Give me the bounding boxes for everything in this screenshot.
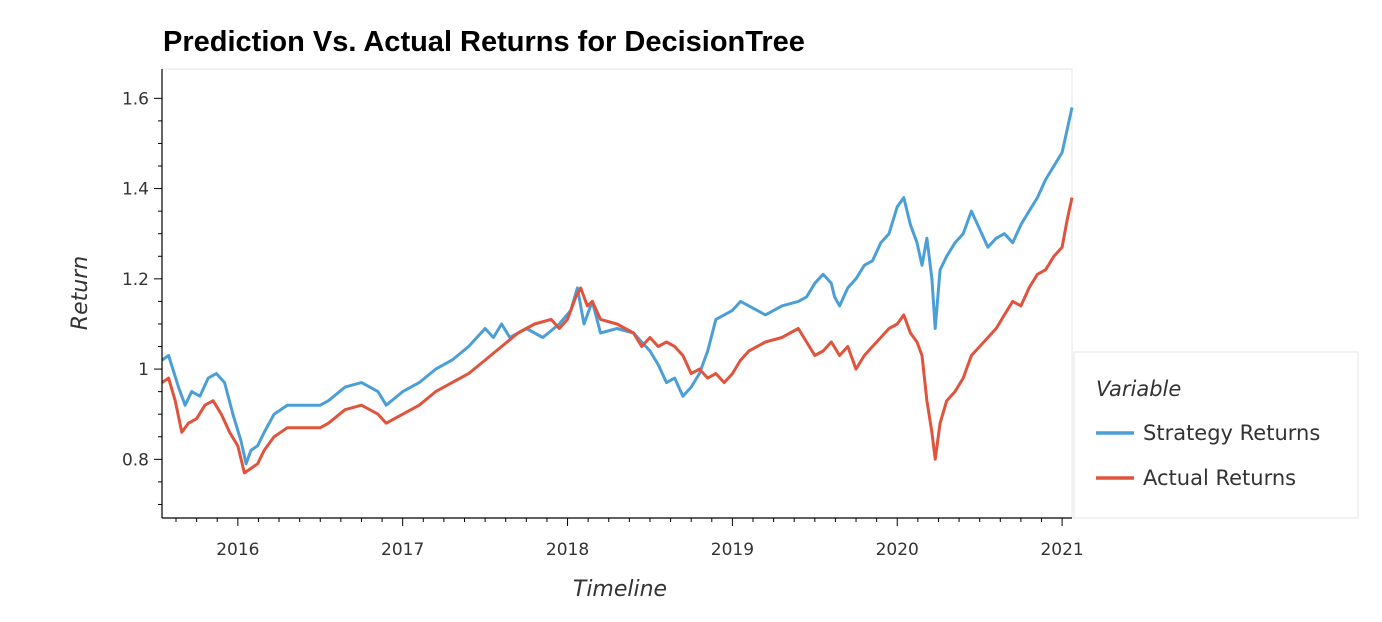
y-tick-label: 0.8 (122, 450, 149, 470)
legend: Variable Strategy Returns Actual Returns (1073, 351, 1359, 519)
series-line-strategy-returns (161, 107, 1074, 466)
x-tick-label: 2019 (711, 540, 754, 560)
x-tick-label: 2016 (216, 540, 259, 560)
legend-label-strategy-returns: Strategy Returns (1143, 421, 1320, 445)
y-tick-label: 1 (138, 360, 149, 380)
y-tick-label: 1.2 (122, 270, 149, 290)
x-tick-label: 2020 (876, 540, 919, 560)
series-line-actual-returns (161, 197, 1074, 475)
chart-title: Prediction Vs. Actual Returns for Decisi… (163, 26, 805, 58)
x-axis-label: Timeline (573, 577, 667, 602)
plot-area (161, 68, 1073, 519)
y-axis-label: Return (68, 256, 93, 330)
x-tick-label: 2017 (381, 540, 424, 560)
legend-box (1073, 351, 1359, 519)
y-tick-label: 1.4 (122, 180, 149, 200)
legend-title: Variable (1096, 377, 1181, 401)
axes-layer: 0.8 1 1.2 1.4 1.6 2016 2017 2018 2019 2020 2021 (122, 69, 1084, 560)
x-tick-label: 2021 (1040, 540, 1083, 560)
legend-label-actual-returns: Actual Returns (1143, 466, 1296, 490)
y-tick-label: 1.6 (122, 89, 149, 109)
x-tick-label: 2018 (546, 540, 589, 560)
series-layer (161, 107, 1074, 475)
